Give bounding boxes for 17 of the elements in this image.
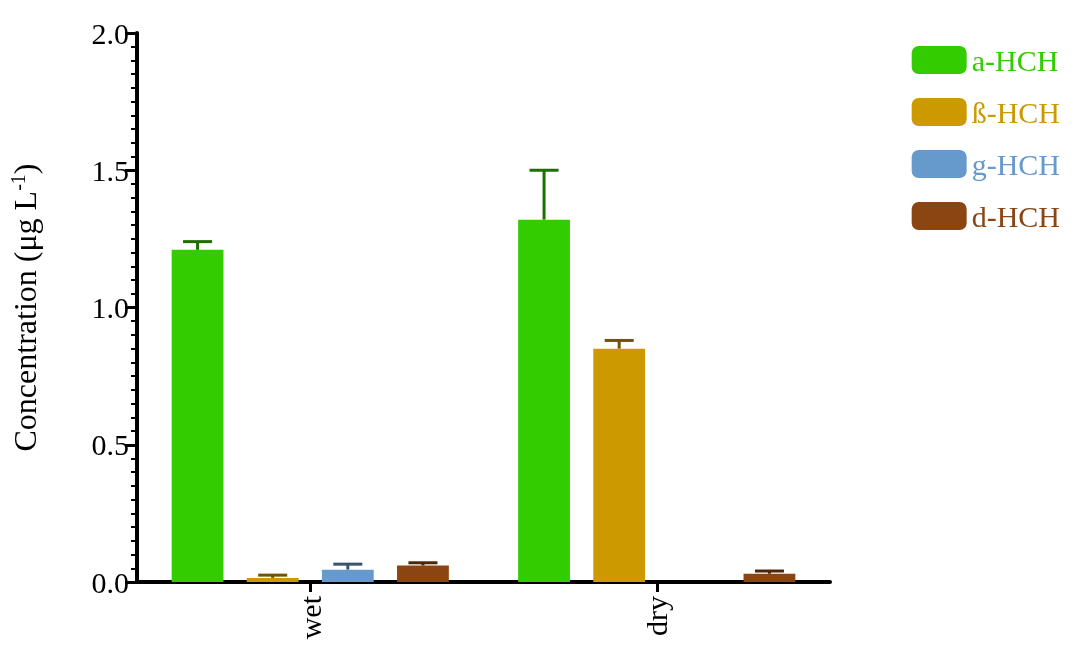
y-tick-label: 0.5	[91, 428, 129, 462]
legend-label: d-HCH	[971, 199, 1061, 233]
bar	[321, 569, 374, 582]
x-tick-label: dry	[640, 596, 674, 636]
legend-label: ß-HCH	[971, 95, 1061, 129]
bar	[397, 565, 449, 582]
y-tick-label: 0.0	[91, 565, 129, 599]
y-tick-label: 1.5	[91, 153, 129, 187]
legend-label: g-HCH	[971, 147, 1061, 181]
x-tick-label: wet	[293, 595, 327, 640]
bar	[593, 348, 646, 582]
bar	[246, 577, 299, 582]
bar	[743, 573, 796, 582]
bar	[171, 249, 224, 582]
y-axis-title: Concentration (μg L-1)	[7, 163, 43, 452]
bar	[518, 219, 570, 582]
legend-label: a-HCH	[971, 43, 1059, 77]
